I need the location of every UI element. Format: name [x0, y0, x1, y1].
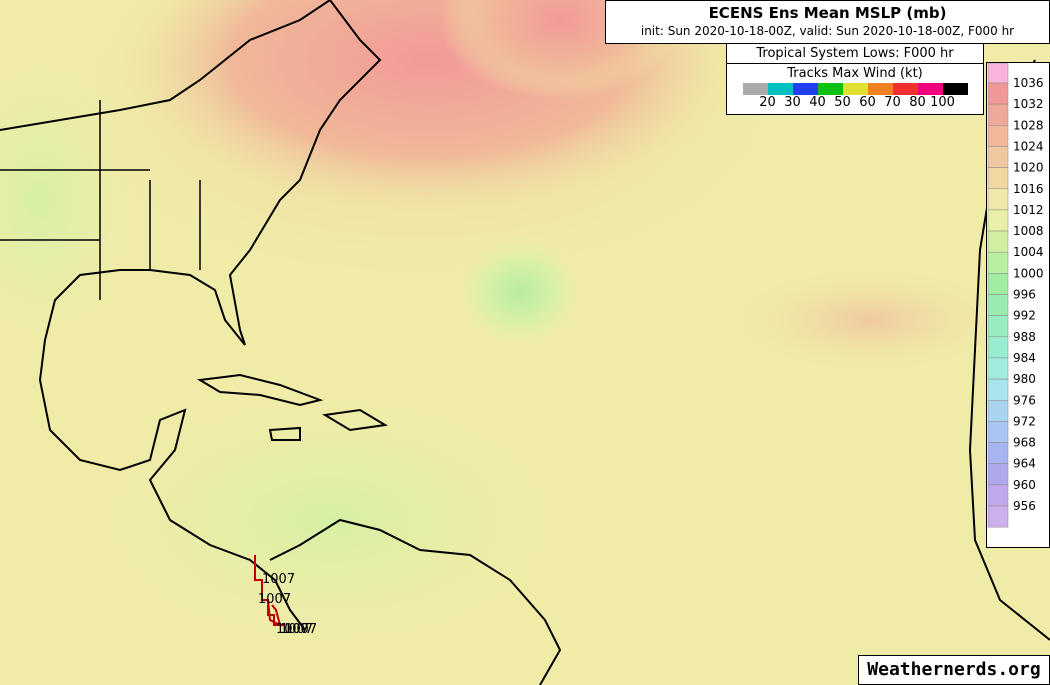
colorbar-cell: [987, 146, 1009, 168]
subtitle: init: Sun 2020-10-18-00Z, valid: Sun 202…: [640, 24, 1015, 38]
legend-title: Tropical System Lows: F000 hr: [727, 46, 983, 64]
wind-swatch: [767, 83, 793, 95]
colorbar-cell: [987, 251, 1009, 274]
colorbar-label: 996: [1013, 288, 1036, 302]
colorbar-label: 1024: [1013, 139, 1044, 153]
colorbar-label: 980: [1013, 372, 1036, 386]
wind-label: 40: [809, 95, 826, 110]
island: [268, 426, 301, 441]
wind-swatch: [742, 83, 768, 95]
colorbar-label: 1020: [1013, 161, 1044, 175]
colorbar-cell: [987, 188, 1009, 211]
colorbar-cell: [987, 378, 1009, 401]
wind-label: 80: [909, 95, 926, 110]
wind-swatches: [727, 83, 983, 95]
pressure-area: [710, 260, 1030, 380]
legend-subtitle: Tracks Max Wind (kt): [787, 66, 923, 81]
wind-swatch: [917, 83, 943, 95]
colorbar-cell: [987, 315, 1009, 338]
coast: [38, 0, 382, 631]
colorbar-cell: [987, 209, 1009, 232]
colorbar-label: 976: [1013, 393, 1036, 407]
storm-track: [267, 599, 282, 627]
colorbar-label: 1036: [1013, 76, 1044, 90]
watermark: Weathernerds.org: [858, 655, 1050, 685]
track-label: 1007: [258, 592, 291, 607]
colorbar-cell: [987, 357, 1009, 380]
colorbar-label: 968: [1013, 436, 1036, 450]
wind-swatch: [892, 83, 918, 95]
colorbar-cell: [987, 505, 1009, 528]
colorbar-label: 1008: [1013, 224, 1044, 238]
colorbar-cell: [987, 421, 1009, 443]
pressure-area: [0, 40, 150, 360]
colorbar-label: 992: [1013, 309, 1036, 323]
colorbar-cell: [987, 336, 1009, 359]
track-label: 1007: [284, 622, 317, 637]
track-label: 1007: [276, 622, 309, 637]
track-label: 1007: [262, 572, 295, 587]
wind-label: 50: [834, 95, 851, 110]
colorbar-label: 984: [1013, 351, 1036, 365]
pressure-area: [450, 232, 590, 352]
title-box: ECENS Ens Mean MSLP (mb) init: Sun 2020-…: [605, 0, 1050, 44]
colorbar-label: 1004: [1013, 245, 1044, 259]
colorbar-label: 1016: [1013, 182, 1044, 196]
colorbar-label: 1012: [1013, 203, 1044, 217]
island: [322, 408, 388, 432]
colorbar-cell: [987, 294, 1009, 316]
border: [0, 0, 331, 131]
colorbar-svg: 1036 1032 1028 1024 1020 1016 1012 1008 1004 1000…: [987, 62, 1044, 528]
border: [0, 100, 201, 300]
colorbar-cell: [987, 167, 1009, 189]
wind-swatch: [817, 83, 843, 95]
wind-label: 20: [759, 95, 776, 110]
colorbar-label: 960: [1013, 478, 1036, 492]
colorbar-cell: [987, 463, 1009, 486]
track-label: 1007: [280, 622, 313, 637]
pressure-area: [70, 380, 590, 660]
legend: Tropical System Lows: F000 hr Tracks Max…: [726, 43, 984, 115]
coast: [269, 518, 562, 685]
colorbar-label: 1028: [1013, 118, 1044, 132]
colorbar-cell: [987, 442, 1009, 464]
colorbar-cell: [987, 82, 1009, 105]
wind-swatch: [842, 83, 868, 95]
wind-label: 100: [930, 95, 955, 110]
colorbar-cell: [987, 125, 1009, 147]
wind-swatch: [942, 83, 968, 95]
colorbar-cell: [987, 62, 1009, 84]
title: ECENS Ens Mean MSLP (mb): [708, 4, 947, 22]
island: [197, 373, 324, 407]
colorbar-label: 988: [1013, 330, 1036, 344]
wind-label: 70: [884, 95, 901, 110]
wind-swatch: [867, 83, 893, 95]
wind-swatch: [792, 83, 818, 95]
colorbar-cell: [987, 484, 1009, 507]
colorbar-cell: [987, 103, 1009, 126]
colorbar-cell: [987, 230, 1009, 253]
colorbar-label: 956: [1013, 499, 1036, 513]
wind-label: 30: [784, 95, 801, 110]
colorbar-cell: [987, 273, 1009, 295]
colorbar-label: 1000: [1013, 266, 1044, 280]
colorbar: 1036 1032 1028 1024 1020 1016 1012 1008 1004 1000…: [986, 62, 1050, 548]
colorbar-label: 1032: [1013, 97, 1044, 111]
colorbar-label: 972: [1013, 414, 1036, 428]
wind-label: 60: [859, 95, 876, 110]
wind-labels: 20 30 40 50 60 70 80 100: [727, 95, 983, 110]
colorbar-cell: [987, 400, 1009, 422]
colorbar-label: 964: [1013, 457, 1036, 471]
